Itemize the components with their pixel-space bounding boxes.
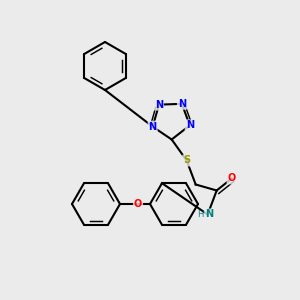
Text: N: N: [205, 209, 213, 220]
Text: H: H: [197, 210, 203, 219]
Text: N: N: [186, 120, 194, 130]
Text: N: N: [178, 99, 186, 109]
Text: O: O: [228, 173, 236, 184]
Text: S: S: [183, 155, 190, 166]
Text: O: O: [134, 199, 142, 209]
Text: N: N: [155, 100, 163, 110]
Text: N: N: [148, 122, 157, 132]
